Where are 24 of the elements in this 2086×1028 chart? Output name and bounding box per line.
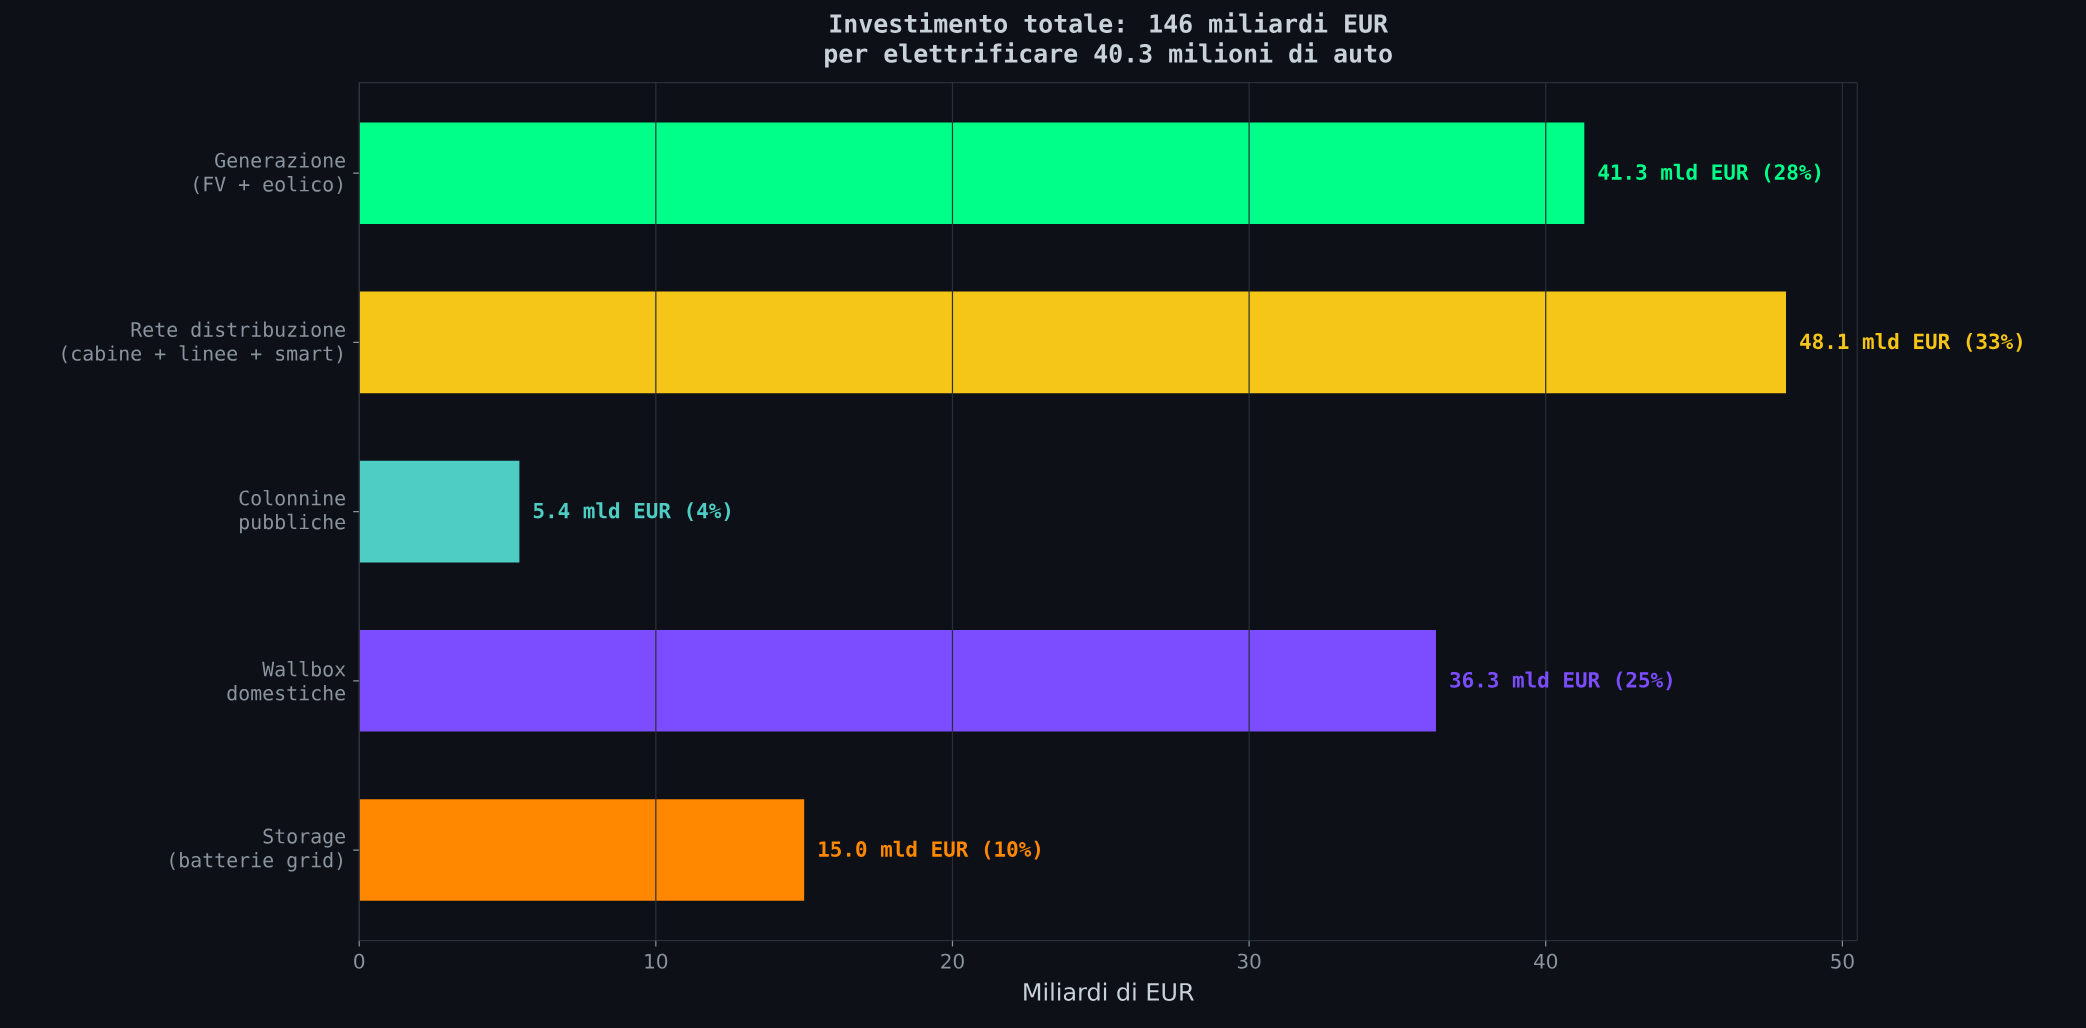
y-tick-label: Generazione (FV + eolico) <box>194 152 345 194</box>
bar <box>359 799 805 901</box>
y-tick-label: Storage (batterie grid) <box>170 828 345 872</box>
x-tick-label: 30 <box>1237 953 1261 969</box>
chart-subtitle: per elettrificare 40.3 milioni di auto <box>825 42 1392 68</box>
bar <box>359 291 1787 394</box>
x-tick-label: 0 <box>354 953 365 969</box>
data-label: 41.3 mld EUR (28%) <box>1598 163 1821 183</box>
x-tick-label: 20 <box>941 953 964 969</box>
bar <box>359 630 1436 732</box>
x-tick-label: 40 <box>1534 953 1558 969</box>
y-tick-label: Wallbox domestiche <box>227 661 346 701</box>
chart-title: Investimento totale: 146 miliardi EUR <box>830 12 1389 33</box>
x-tick-label: 10 <box>645 953 668 969</box>
x-tick-label: 50 <box>1831 953 1854 969</box>
y-tick-label: Colonnine pubbliche <box>239 489 345 534</box>
data-label: 48.1 mld EUR (33%) <box>1800 333 2022 352</box>
data-label: 15.0 mld EUR (10%) <box>819 840 1040 860</box>
y-tick-label: Rete distribuzione (cabine + linee + smart) <box>62 321 345 364</box>
data-label: 36.3 mld EUR (25%) <box>1450 671 1672 691</box>
x-axis-title: Miliardi di EUR <box>1024 982 1194 1001</box>
bar <box>359 122 1585 224</box>
bar <box>359 460 520 563</box>
data-label: 5.4 mld EUR (4%) <box>533 502 731 521</box>
